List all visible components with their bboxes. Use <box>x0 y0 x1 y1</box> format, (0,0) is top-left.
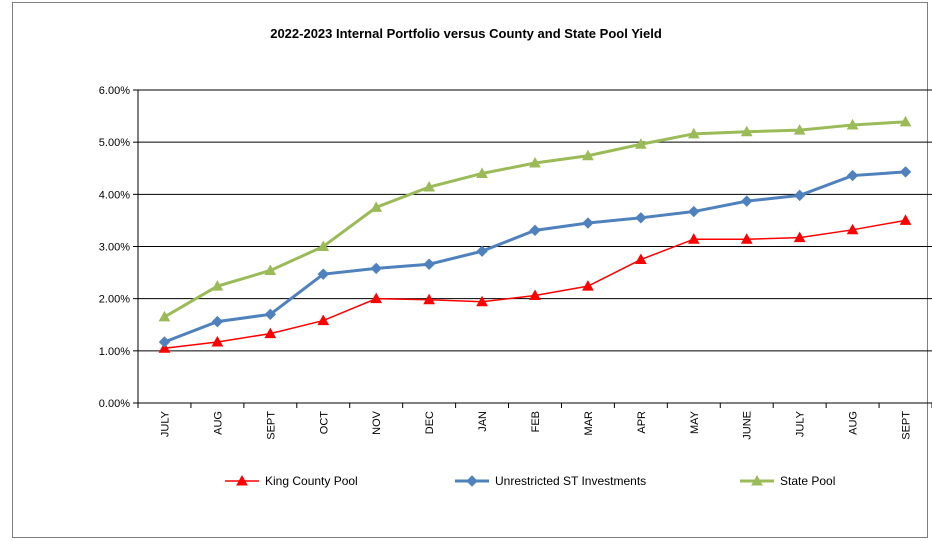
y-tick-label: 5.00% <box>99 137 130 149</box>
data-point <box>793 231 806 243</box>
series-line <box>163 170 906 344</box>
data-point <box>529 157 541 168</box>
x-tick-label: SEPT <box>265 411 277 440</box>
series-line <box>163 120 906 319</box>
legend-item: Unrestricted ST Investments <box>455 474 646 488</box>
data-point <box>899 115 912 127</box>
legend-marker <box>751 474 763 486</box>
data-point <box>846 118 859 130</box>
data-point <box>211 280 224 291</box>
data-point <box>846 169 859 182</box>
data-point <box>582 217 594 229</box>
data-point <box>476 245 488 257</box>
x-tick-label: MAY <box>689 410 701 434</box>
x-tick-label: JULY <box>795 410 807 437</box>
data-point <box>476 295 488 307</box>
data-point <box>264 308 277 321</box>
data-point <box>264 264 277 275</box>
data-point <box>211 315 224 328</box>
series-state-pool <box>158 115 912 322</box>
y-tick-label: 3.00% <box>99 242 130 254</box>
series-group <box>158 115 912 353</box>
data-point <box>317 314 330 326</box>
x-tick-label: DEC <box>424 411 436 434</box>
series-line <box>164 219 906 349</box>
legend: King County Pool Unrestricted ST Investme… <box>225 474 835 488</box>
data-point <box>529 289 541 301</box>
chart-frame <box>12 2 928 538</box>
x-tick-label: MAR <box>583 411 595 436</box>
data-point <box>635 212 647 224</box>
x-tick-label: FEB <box>530 411 542 432</box>
data-point <box>158 310 171 322</box>
x-tick-label: OCT <box>318 411 330 435</box>
data-point <box>635 253 647 265</box>
x-tick-label: JULY <box>159 410 171 437</box>
data-point <box>529 224 541 237</box>
legend-item: King County Pool <box>225 474 358 488</box>
data-point <box>846 223 859 235</box>
data-point <box>793 189 806 202</box>
data-point <box>317 240 330 251</box>
chart-title: 2022-2023 Internal Portfolio versus Coun… <box>270 26 662 41</box>
legend-label: King County Pool <box>265 474 358 488</box>
x-tick-label: SEPT <box>901 411 913 440</box>
y-tick-label: 2.00% <box>99 294 130 306</box>
data-point <box>582 280 594 291</box>
data-point <box>211 335 224 347</box>
data-point <box>476 167 488 178</box>
data-point <box>899 166 912 178</box>
y-axis-ticks: 0.00% 1.00% 2.00% 3.00% 4.00% 5.00% 6.00% <box>99 85 138 410</box>
data-point <box>899 214 912 225</box>
data-point <box>741 195 753 207</box>
x-tick-label: AUG <box>848 411 860 435</box>
series-unrestricted-st-investments <box>158 166 912 348</box>
data-point <box>423 181 435 192</box>
data-point <box>370 262 382 275</box>
y-tick-label: 1.00% <box>99 346 130 358</box>
y-tick-label: 6.00% <box>99 85 130 97</box>
x-tick-label: AUG <box>212 411 224 435</box>
x-tick-label: JAN <box>477 411 489 432</box>
legend-label: State Pool <box>780 474 835 488</box>
data-point <box>317 268 329 280</box>
legend-marker <box>236 474 248 486</box>
x-axis-ticks: JULY AUG SEPT OCT NOV DEC JAN FEB MAR APR MAY JUNE J… <box>137 403 932 440</box>
data-point <box>793 124 806 135</box>
y-tick-label: 4.00% <box>99 189 130 201</box>
x-tick-label: JUNE <box>742 411 754 440</box>
legend-marker <box>466 475 478 487</box>
data-point <box>635 138 647 149</box>
data-point <box>687 233 700 244</box>
data-point <box>158 336 171 348</box>
data-point <box>740 233 753 244</box>
x-tick-label: NOV <box>371 410 383 435</box>
data-point <box>423 258 435 270</box>
data-point <box>687 127 700 139</box>
data-point <box>158 342 171 353</box>
data-point <box>582 149 594 161</box>
data-point <box>423 293 435 305</box>
data-point <box>370 201 383 212</box>
x-tick-label: APR <box>636 411 648 434</box>
data-point <box>688 205 700 218</box>
legend-label: Unrestricted ST Investments <box>495 474 646 488</box>
data-point <box>740 125 753 137</box>
y-tick-label: 0.00% <box>99 398 130 410</box>
legend-item: State Pool <box>740 474 835 488</box>
series-king-county-pool <box>158 214 912 353</box>
data-point <box>370 292 383 304</box>
data-point <box>264 327 277 339</box>
